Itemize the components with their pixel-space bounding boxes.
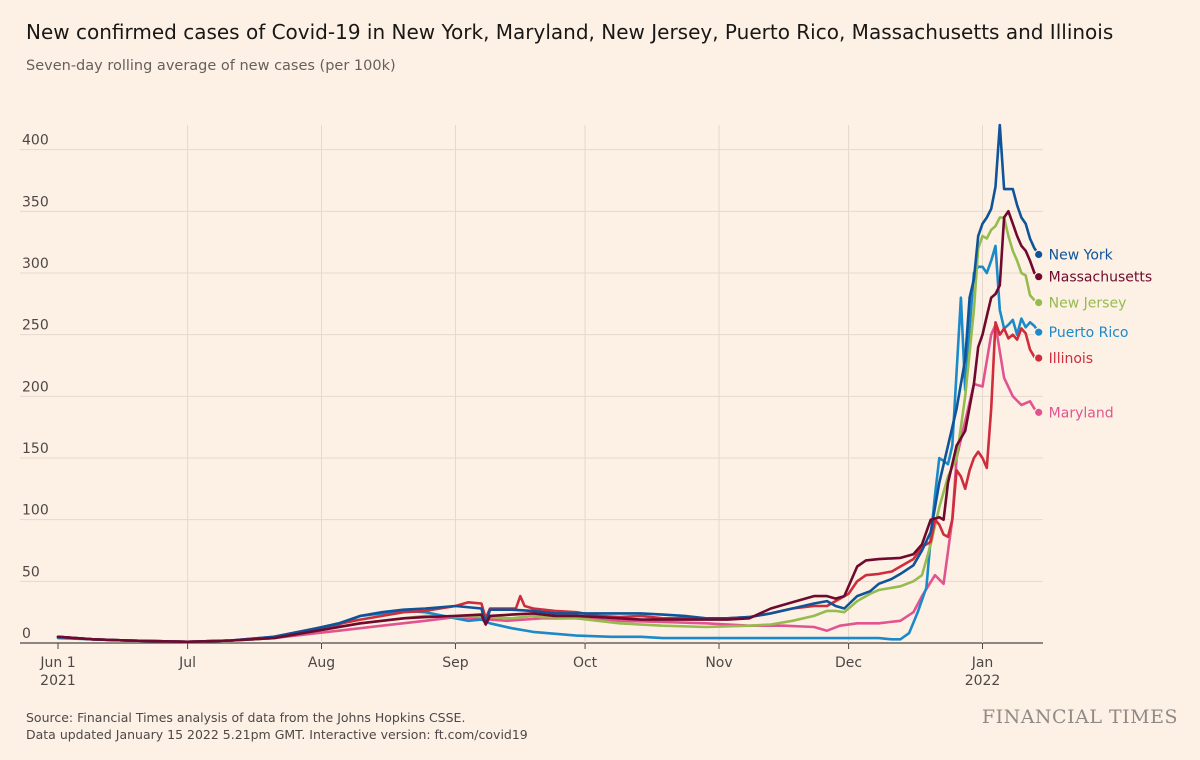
series-lines bbox=[56, 123, 1040, 644]
end-marker-maryland bbox=[1033, 407, 1044, 418]
y-tick-label: 250 bbox=[22, 318, 49, 334]
x-tick-label: Sep bbox=[442, 655, 469, 671]
end-marker-new-jersey bbox=[1033, 297, 1044, 308]
end-marker-new-york bbox=[1033, 249, 1044, 260]
series-label-massachusetts: Massachusetts bbox=[1049, 270, 1152, 286]
y-tick-label: 50 bbox=[22, 564, 40, 580]
y-tick-label: 200 bbox=[22, 379, 49, 395]
brand-logo: FINANCIAL TIMES bbox=[981, 706, 1178, 728]
x-axis: Jun 1 2021 Jul Aug Sep Oct Nov Dec Jan 2022 bbox=[39, 643, 1000, 689]
series-label-new-york: New York bbox=[1049, 248, 1114, 264]
y-tick-label: 0 bbox=[22, 626, 31, 642]
x-tick-label: Oct bbox=[573, 655, 598, 671]
x-tick-sublabel: 2022 bbox=[965, 673, 1001, 689]
series-line-new-york bbox=[56, 123, 1040, 644]
series-line-illinois bbox=[56, 321, 1040, 644]
gridlines: 0 50 100 150 200 250 300 350 400 bbox=[20, 125, 1043, 644]
end-marker-massachusetts bbox=[1033, 271, 1044, 282]
x-tick-sublabel: 2021 bbox=[40, 673, 76, 689]
update-note: Data updated January 15 2022 5.21pm GMT.… bbox=[26, 727, 528, 742]
chart-subtitle: Seven-day rolling average of new cases (… bbox=[26, 58, 396, 74]
chart-title: New confirmed cases of Covid-19 in New Y… bbox=[26, 20, 1114, 44]
line-chart: 0 50 100 150 200 250 300 350 400 Jun 1 2021 Jul Aug… bbox=[20, 123, 1152, 689]
y-tick-label: 400 bbox=[22, 133, 49, 149]
x-tick-label: Jul bbox=[178, 655, 196, 671]
series-line-puerto-rico bbox=[56, 244, 1040, 644]
y-tick-label: 150 bbox=[22, 441, 49, 457]
series-label-new-jersey: New Jersey bbox=[1049, 296, 1127, 312]
source-note: Source: Financial Times analysis of data… bbox=[26, 710, 466, 725]
y-tick-label: 300 bbox=[22, 256, 49, 272]
series-line-maryland bbox=[56, 323, 1040, 644]
series-labels: Maryland Puerto Rico New Jersey Illinois New… bbox=[1033, 248, 1152, 421]
x-tick-label: Dec bbox=[835, 655, 862, 671]
series-label-maryland: Maryland bbox=[1049, 405, 1114, 421]
series-label-illinois: Illinois bbox=[1049, 351, 1093, 367]
y-tick-label: 100 bbox=[22, 503, 49, 519]
y-tick-label: 350 bbox=[22, 194, 49, 210]
x-tick-label: Jan bbox=[971, 655, 994, 671]
x-tick-label: Nov bbox=[705, 655, 732, 671]
x-tick-label: Jun 1 bbox=[39, 655, 75, 671]
series-line-massachusetts bbox=[56, 210, 1040, 644]
end-marker-puerto-rico bbox=[1033, 327, 1044, 337]
series-label-puerto-rico: Puerto Rico bbox=[1049, 325, 1129, 341]
footer: Source: Financial Times analysis of data… bbox=[26, 709, 528, 743]
end-marker-illinois bbox=[1033, 353, 1044, 363]
x-tick-label: Aug bbox=[308, 655, 335, 671]
